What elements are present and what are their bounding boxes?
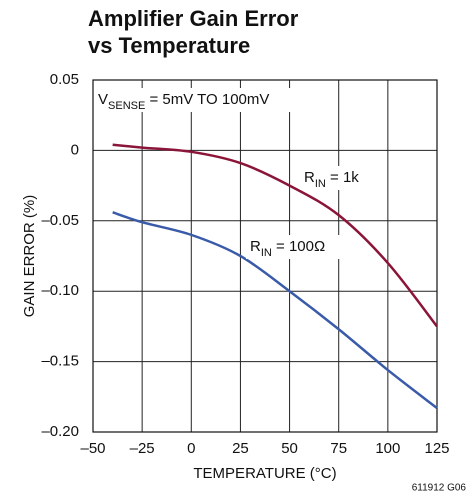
x-tick-label: 75	[330, 440, 347, 457]
annotation: RIN = 1k	[304, 169, 359, 190]
chart-title: Amplifier Gain Error	[88, 6, 299, 31]
x-tick-label: 50	[281, 440, 298, 457]
x-tick-label: 125	[424, 440, 449, 457]
label-main: R	[250, 238, 261, 255]
plot-frame	[92, 79, 438, 433]
label-bg	[246, 235, 346, 259]
y-axis-label: GAIN ERROR (%)	[21, 195, 38, 318]
label-sub: IN	[261, 247, 272, 259]
y-tick-label: –0.15	[41, 353, 79, 370]
label-sub: SENSE	[108, 100, 145, 112]
annotation: VSENSE = 5mV TO 100mV	[98, 91, 269, 112]
x-tick-label: 25	[232, 440, 249, 457]
annotation-bg	[96, 88, 326, 112]
label-rest: = 5mV TO 100mV	[145, 91, 269, 108]
x-axis-label: TEMPERATURE (°C)	[193, 465, 336, 482]
line-series	[112, 211, 438, 410]
x-tick-label: 100	[375, 440, 400, 457]
line-series	[112, 143, 438, 328]
y-tick-label: 0.05	[50, 71, 79, 88]
label-sub: IN	[315, 178, 326, 190]
x-tick-label: –25	[130, 440, 155, 457]
label-bg	[300, 166, 380, 190]
y-tick-label: –0.20	[41, 423, 79, 440]
y-tick-label: –0.05	[41, 212, 79, 229]
annotation: RIN = 100Ω	[250, 238, 325, 259]
chart-title: vs Temperature	[88, 33, 250, 58]
label-rest: = 1k	[326, 169, 359, 186]
x-tick-label: 0	[187, 440, 195, 457]
label-rest: = 100Ω	[272, 238, 325, 255]
y-tick-label: 0	[71, 141, 79, 158]
footnote: 611912 G06	[412, 483, 467, 494]
label-main: R	[304, 169, 315, 186]
y-tick-label: –0.10	[41, 282, 79, 299]
label-main: V	[98, 91, 108, 108]
x-tick-label: –50	[80, 440, 105, 457]
